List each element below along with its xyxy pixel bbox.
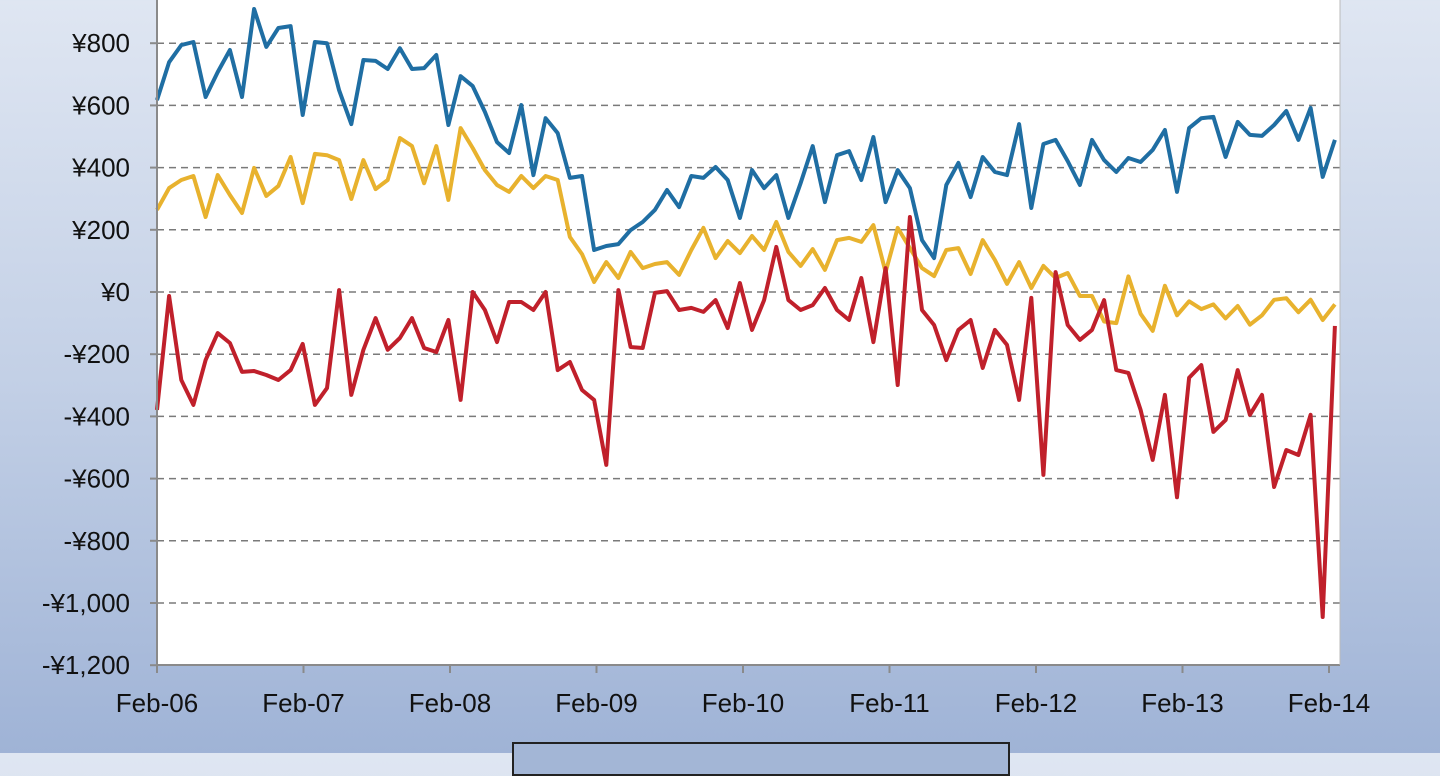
- x-tick-label: Feb-10: [702, 688, 784, 718]
- y-tick-label: -¥1,200: [42, 650, 130, 680]
- y-tick-label: -¥1,000: [42, 588, 130, 618]
- series-yellow-line: [155, 126, 1337, 333]
- x-tick-label: Feb-14: [1288, 688, 1370, 718]
- legend: [512, 742, 1010, 776]
- y-tick-label: -¥400: [64, 401, 131, 431]
- y-tick-label: -¥200: [64, 339, 131, 369]
- x-tick-label: Feb-06: [116, 688, 198, 718]
- x-tick-label: Feb-12: [995, 688, 1077, 718]
- y-tick-label: ¥400: [71, 153, 130, 183]
- line-chart: ¥800 ¥600 ¥400 ¥200 ¥0 -¥200 -¥400 -¥600 -¥800 -¥…: [42, 0, 1370, 718]
- series-red-line: [155, 215, 1337, 619]
- x-tick-label: Feb-11: [849, 688, 929, 718]
- y-tick-label: ¥200: [71, 215, 130, 245]
- y-tick-label: ¥800: [71, 28, 130, 58]
- y-tick-label: ¥600: [71, 90, 130, 120]
- x-tick-label: Feb-13: [1141, 688, 1223, 718]
- x-tick-label: Feb-09: [555, 688, 637, 718]
- y-tick-label: ¥0: [100, 277, 130, 307]
- y-tick-label: -¥800: [64, 526, 131, 556]
- x-tick-label: Feb-07: [262, 688, 344, 718]
- series-blue-line: [155, 7, 1337, 261]
- x-tick-label: Feb-08: [409, 688, 491, 718]
- y-tick-label: -¥600: [64, 464, 131, 494]
